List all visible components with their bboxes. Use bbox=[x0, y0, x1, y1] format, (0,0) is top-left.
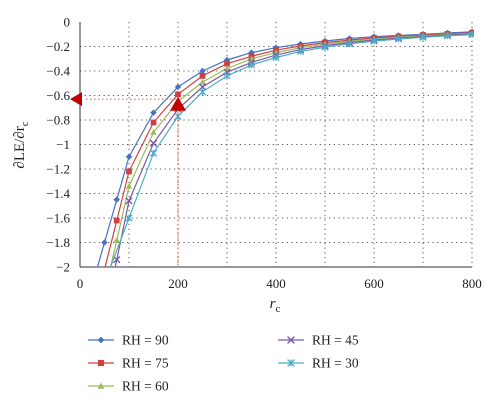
series-line bbox=[114, 33, 473, 267]
x-axis-title: rc bbox=[270, 296, 281, 315]
legend: RH = 90 RH = 75 RH = 60 RH = 45 RH = 30 bbox=[88, 333, 359, 394]
data-point bbox=[287, 336, 295, 344]
legend-label: RH = 75 bbox=[122, 356, 169, 371]
data-point bbox=[321, 43, 329, 51]
legend-label: RH = 90 bbox=[122, 333, 169, 348]
data-point bbox=[419, 33, 427, 41]
annotation-arrow-marker bbox=[70, 92, 82, 107]
series-line bbox=[110, 32, 473, 267]
data-point bbox=[223, 72, 231, 80]
data-point bbox=[199, 78, 206, 85]
series-rh-90 bbox=[96, 28, 474, 267]
series-line bbox=[104, 32, 473, 267]
y-tick-label: −0.6 bbox=[46, 88, 70, 103]
data-point bbox=[272, 53, 280, 62]
data-point bbox=[248, 49, 255, 56]
data-point bbox=[97, 336, 105, 344]
legend-item: RH = 30 bbox=[278, 356, 359, 371]
series-line bbox=[96, 31, 473, 267]
data-point bbox=[113, 236, 120, 243]
data-point bbox=[247, 61, 256, 69]
data-point bbox=[223, 56, 231, 64]
data-point bbox=[113, 196, 120, 203]
x-tick-label: 400 bbox=[266, 276, 286, 291]
data-point bbox=[125, 197, 133, 205]
series-line bbox=[109, 34, 473, 267]
data-point bbox=[370, 37, 378, 45]
data-point bbox=[126, 168, 132, 175]
legend-label: RH = 60 bbox=[122, 379, 169, 394]
legend-item: RH = 75 bbox=[88, 356, 169, 371]
y-axis-title: ∂LE/∂rc bbox=[12, 121, 31, 168]
series-rh-30 bbox=[109, 30, 474, 267]
legend-label: RH = 30 bbox=[312, 356, 359, 371]
data-point bbox=[296, 47, 305, 56]
data-point bbox=[149, 149, 158, 157]
data-point bbox=[443, 32, 452, 40]
data-point bbox=[199, 73, 206, 79]
series-rh-75 bbox=[104, 29, 474, 267]
data-point bbox=[125, 153, 133, 160]
series-layer bbox=[96, 28, 474, 267]
legend-label: RH = 45 bbox=[312, 333, 359, 348]
x-tick-label: 0 bbox=[77, 276, 84, 291]
y-tick-label: −1.8 bbox=[46, 235, 70, 250]
y-tick-label: 0 bbox=[64, 15, 71, 30]
data-point bbox=[150, 109, 157, 116]
data-point bbox=[125, 214, 133, 222]
y-tick-label: −0.4 bbox=[46, 64, 70, 79]
data-point bbox=[198, 88, 207, 96]
y-tick-label: −2 bbox=[56, 260, 70, 275]
x-tick-label: 600 bbox=[364, 276, 384, 291]
data-point bbox=[97, 382, 105, 389]
data-point bbox=[101, 239, 108, 246]
data-point bbox=[394, 35, 403, 43]
plot-frame bbox=[79, 22, 472, 268]
annotation bbox=[70, 92, 186, 267]
data-point bbox=[150, 119, 157, 126]
x-tick-label: 800 bbox=[462, 276, 482, 291]
data-point bbox=[149, 139, 158, 147]
data-point bbox=[468, 30, 474, 39]
y-tick-label: −1.6 bbox=[46, 211, 70, 226]
data-point bbox=[224, 60, 230, 67]
data-point bbox=[287, 359, 295, 367]
data-point bbox=[97, 359, 105, 367]
x-tick-labels: 0 200 400 600 800 bbox=[77, 276, 482, 291]
data-point bbox=[199, 67, 206, 75]
legend-item: RH = 60 bbox=[88, 379, 169, 394]
data-point bbox=[175, 91, 181, 98]
y-tick-label: −0.8 bbox=[46, 113, 70, 128]
legend-item: RH = 90 bbox=[88, 333, 169, 348]
y-tick-label: −1.4 bbox=[46, 186, 70, 201]
y-tick-label: −0.2 bbox=[46, 39, 70, 54]
data-point bbox=[125, 182, 133, 189]
legend-item: RH = 45 bbox=[278, 333, 359, 348]
data-point bbox=[345, 40, 354, 48]
data-point bbox=[113, 217, 120, 224]
data-point bbox=[150, 129, 157, 135]
y-tick-labels: 0 −0.2 −0.4 −0.6 −0.8 −1 −1.2 −1.4 −1.6 −1.8 −2 bbox=[46, 15, 70, 275]
series-rh-45 bbox=[113, 30, 474, 267]
y-tick-label: −1.2 bbox=[46, 162, 70, 177]
annotation-triangle-marker bbox=[170, 96, 186, 111]
series-rh-60 bbox=[110, 30, 474, 267]
x-tick-label: 200 bbox=[168, 276, 188, 291]
y-tick-label: −1 bbox=[56, 137, 70, 152]
data-point bbox=[174, 83, 182, 91]
